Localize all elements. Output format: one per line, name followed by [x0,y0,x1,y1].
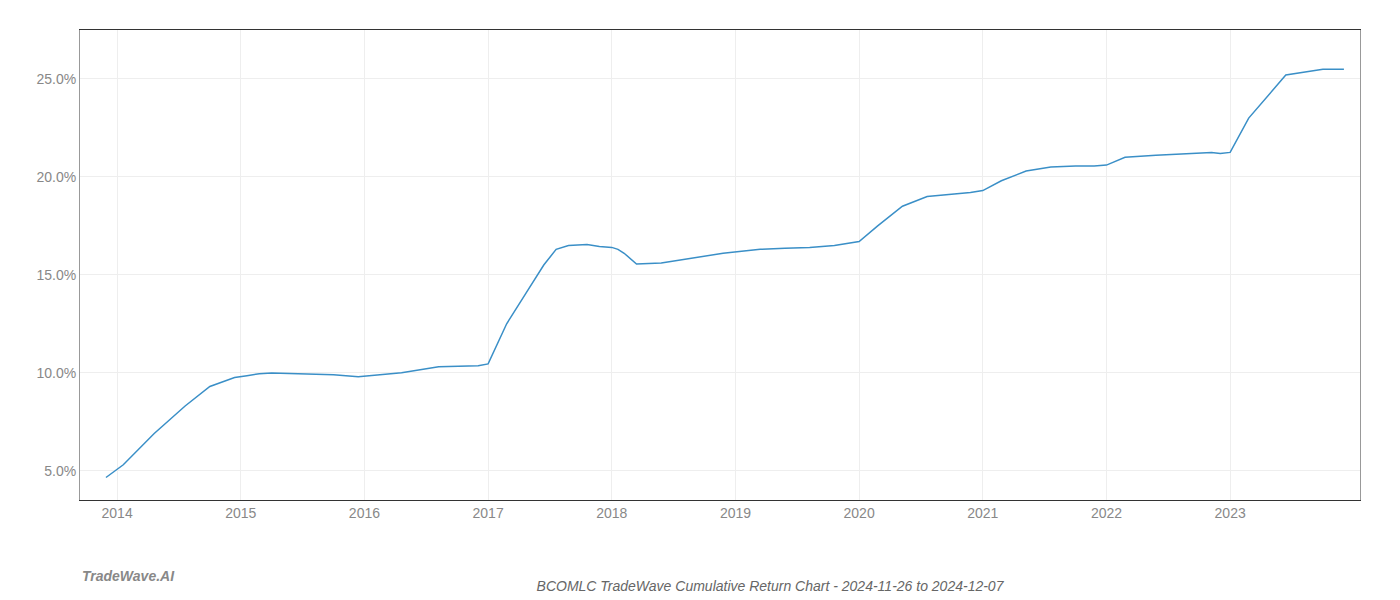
svg-text:2015: 2015 [225,505,256,521]
svg-text:2018: 2018 [596,505,627,521]
svg-text:2020: 2020 [844,505,875,521]
svg-text:2022: 2022 [1091,505,1122,521]
svg-text:2023: 2023 [1215,505,1246,521]
svg-text:15.0%: 15.0% [36,267,76,283]
svg-text:25.0%: 25.0% [36,71,76,87]
svg-text:2014: 2014 [102,505,133,521]
svg-text:10.0%: 10.0% [36,365,76,381]
svg-text:20.0%: 20.0% [36,169,76,185]
svg-text:2021: 2021 [967,505,998,521]
svg-text:2016: 2016 [349,505,380,521]
svg-text:TradeWave.AI: TradeWave.AI [82,568,175,584]
svg-text:2017: 2017 [473,505,504,521]
svg-text:BCOMLC TradeWave Cumulative Re: BCOMLC TradeWave Cumulative Return Chart… [537,578,1005,594]
svg-text:2019: 2019 [720,505,751,521]
svg-text:5.0%: 5.0% [44,463,76,479]
